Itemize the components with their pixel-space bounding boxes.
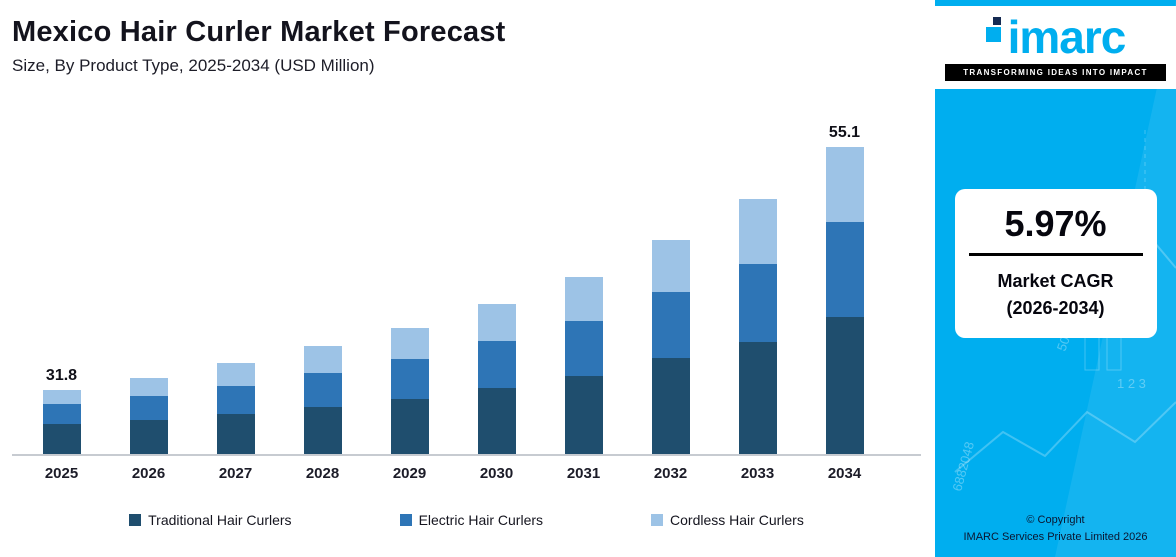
bar-segment-cordless	[216, 363, 255, 386]
bar-segment-electric	[390, 359, 429, 399]
stacked-bar	[477, 304, 516, 454]
bar-segment-cordless	[738, 199, 777, 264]
bar-slot	[105, 355, 192, 454]
bar-segment-cordless	[477, 304, 516, 341]
watermark-label: 6882048	[949, 440, 977, 493]
imarc-logo-text: imarc	[1007, 11, 1127, 63]
x-axis-label: 2034	[827, 465, 862, 482]
logo-square-navy-icon	[992, 17, 1001, 26]
legend-label: Cordless Hair Curlers	[670, 512, 804, 528]
bar-segment-electric	[216, 386, 255, 414]
bar-slot	[714, 176, 801, 454]
bar-segment-traditional	[303, 407, 342, 454]
bar-segment-cordless	[390, 328, 429, 359]
x-axis-label: 2026	[131, 465, 166, 482]
chart-section: Mexico Hair Curler Market Forecast Size,…	[12, 16, 921, 528]
imarc-logo-mark-icon	[985, 17, 1001, 43]
cagr-label-line1: Market CAGR	[997, 270, 1114, 291]
bar-slot	[453, 281, 540, 454]
legend-swatch-icon	[129, 514, 142, 526]
bar-segment-electric	[825, 222, 864, 317]
x-axis-label: 2027	[218, 465, 253, 482]
bar-slot	[366, 305, 453, 454]
page-subtitle: Size, By Product Type, 2025-2034 (USD Mi…	[12, 56, 375, 75]
brand-panel: 500.0 1 2 3 6882048 imarc TRANSFORMING I…	[935, 0, 1176, 557]
x-axis-label: 2032	[653, 465, 688, 482]
bar-segment-cordless	[651, 240, 690, 292]
bar-segment-traditional	[216, 414, 255, 454]
bar-slot	[627, 217, 714, 454]
bar-segment-traditional	[825, 317, 864, 454]
bar-segment-traditional	[477, 388, 516, 454]
bar-segment-traditional	[651, 358, 690, 454]
legend-label: Traditional Hair Curlers	[148, 512, 292, 528]
stacked-bar	[390, 328, 429, 454]
bar-segment-cordless	[825, 147, 864, 222]
bar-slot	[192, 340, 279, 454]
bar-slot: 31.8	[18, 367, 105, 454]
bar-segment-electric	[738, 264, 777, 342]
stacked-bar	[216, 363, 255, 454]
bar-segment-electric	[42, 404, 81, 424]
bar-segment-cordless	[129, 378, 168, 396]
bar-segment-traditional	[738, 342, 777, 454]
bar-segment-cordless	[303, 346, 342, 373]
bar-segment-electric	[477, 341, 516, 388]
x-axis-label: 2029	[392, 465, 427, 482]
stacked-bar	[825, 147, 864, 454]
bar-segment-traditional	[390, 399, 429, 454]
page-title: Mexico Hair Curler Market Forecast	[12, 16, 506, 48]
copyright-line2: IMARC Services Private Limited 2026	[963, 530, 1148, 543]
x-axis-label: 2028	[305, 465, 340, 482]
bar-segment-electric	[564, 321, 603, 376]
bar-slot	[540, 254, 627, 454]
stacked-bar	[129, 378, 168, 454]
cagr-card: 5.97% Market CAGR (2026-2034)	[954, 188, 1157, 338]
imarc-logo: imarc	[945, 11, 1166, 63]
legend-swatch-icon	[651, 514, 664, 526]
bar-segment-electric	[303, 373, 342, 407]
x-axis-label: 2031	[566, 465, 601, 482]
x-axis-label: 2025	[44, 465, 79, 482]
copyright-line1: © Copyright	[1026, 514, 1085, 526]
bar-segment-traditional	[42, 424, 81, 454]
bar-segment-electric	[651, 292, 690, 358]
cagr-value: 5.97%	[1004, 202, 1107, 244]
imarc-tagline: TRANSFORMING IDEAS INTO IMPACT	[945, 63, 1166, 81]
stacked-bar	[303, 346, 342, 454]
x-axis-row: 2025 2026 2027 2028 2029 2030 2031 2032 2033 2034	[12, 465, 921, 482]
watermark-label: 1 2 3	[1117, 376, 1146, 391]
bar-segment-cordless	[564, 277, 603, 321]
bar-segment-electric	[129, 396, 168, 420]
stacked-bar	[42, 390, 81, 454]
bar-segment-cordless	[42, 390, 81, 404]
bar-segment-traditional	[564, 376, 603, 454]
plot-area: 31.8 55.1	[12, 106, 921, 456]
imarc-logo-card: imarc TRANSFORMING IDEAS INTO IMPACT	[935, 6, 1176, 89]
legend-item: Traditional Hair Curlers	[129, 512, 292, 528]
stacked-bar	[651, 240, 690, 454]
legend: Traditional Hair Curlers Electric Hair Cu…	[12, 512, 921, 528]
logo-square-blue-icon	[985, 27, 1001, 43]
bar-segment-traditional	[129, 420, 168, 454]
x-axis-label: 2030	[479, 465, 514, 482]
cagr-label: Market CAGR (2026-2034)	[963, 268, 1149, 322]
legend-item: Electric Hair Curlers	[399, 512, 544, 528]
cagr-label-line2: (2026-2034)	[1006, 297, 1105, 318]
stacked-bar	[738, 199, 777, 454]
copyright: © Copyright IMARC Services Private Limit…	[935, 512, 1176, 545]
legend-item: Cordless Hair Curlers	[651, 512, 804, 528]
bar-value-label: 55.1	[828, 124, 861, 141]
x-axis-label: 2033	[740, 465, 775, 482]
bar-value-label: 31.8	[45, 367, 78, 384]
cagr-divider	[968, 252, 1143, 256]
legend-swatch-icon	[399, 514, 412, 526]
bar-slot	[279, 323, 366, 454]
legend-label: Electric Hair Curlers	[418, 512, 544, 528]
bar-slot: 55.1	[801, 124, 888, 454]
stacked-bar	[564, 277, 603, 454]
